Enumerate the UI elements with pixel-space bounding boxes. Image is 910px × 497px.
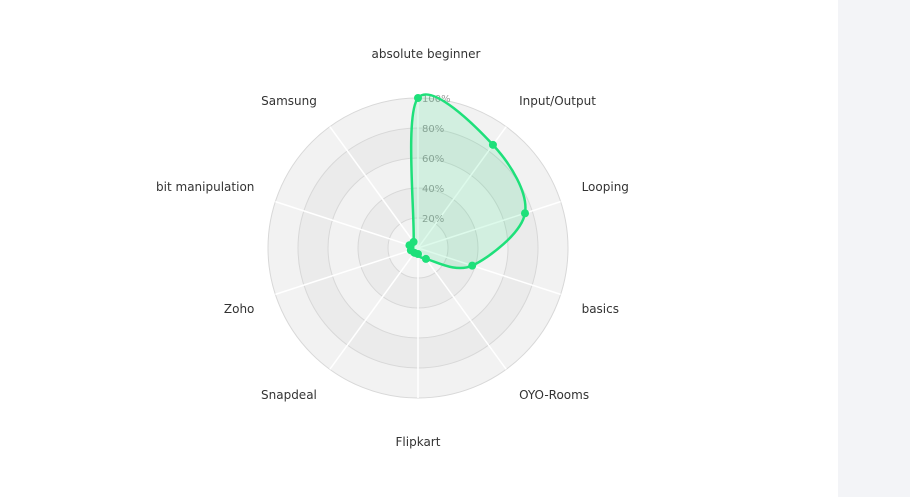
axis-label-5: Flipkart [396, 435, 441, 449]
data-point-2[interactable] [520, 209, 529, 218]
right-panel [838, 0, 910, 497]
axis-label-4: OYO-Rooms [519, 388, 589, 402]
spoke-3 [417, 247, 561, 296]
data-point-1[interactable] [488, 140, 497, 149]
axis-label-7: Zoho [224, 302, 255, 316]
radar-series [405, 93, 529, 270]
tick-label-60: 60% [422, 154, 444, 165]
radar-chart: 20% 40% 60% 80% 100% absolute beginner Input/… [156, 47, 629, 449]
tick-label-80: 80% [422, 124, 444, 135]
data-point-3[interactable] [468, 261, 477, 270]
spoke-8 [275, 200, 419, 249]
axis-label-9: Samsung [261, 94, 317, 108]
axis-label-6: Snapdeal [261, 388, 317, 402]
tick-label-20: 20% [422, 214, 444, 225]
data-point-4[interactable] [421, 254, 430, 263]
axis-label-1: Input/Output [519, 94, 596, 108]
chart-area: 20% 40% 60% 80% 100% absolute beginner Input/… [156, 47, 629, 449]
radar-tick-labels: 20% 40% 60% 80% 100% [422, 94, 451, 225]
axis-label-8: bit manipulation [156, 180, 254, 194]
spoke-9 [329, 126, 419, 249]
radar-spokes [275, 98, 561, 398]
axis-label-3: basics [582, 302, 619, 316]
spoke-6 [329, 247, 419, 370]
axis-label-0: absolute beginner [372, 47, 481, 61]
spoke-4 [417, 247, 507, 370]
tick-label-40: 40% [422, 184, 444, 195]
spoke-7 [275, 247, 419, 296]
radar-axis-labels: absolute beginner Input/Output Looping basi… [156, 47, 629, 449]
axis-label-2: Looping [582, 180, 629, 194]
tick-label-100: 100% [422, 94, 451, 105]
spoke-2 [417, 200, 561, 249]
data-point-0[interactable] [414, 94, 422, 102]
data-point-9[interactable] [409, 237, 418, 246]
